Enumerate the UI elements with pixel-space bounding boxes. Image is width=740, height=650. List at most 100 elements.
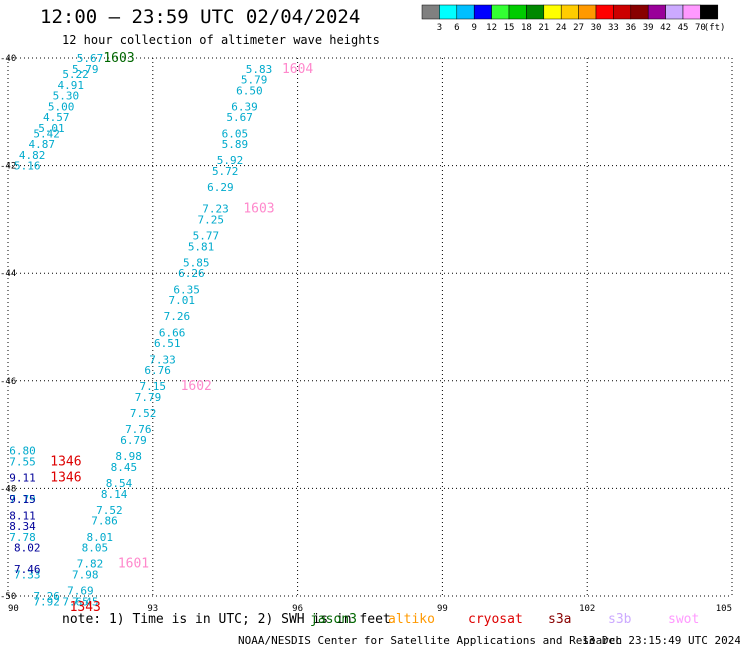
- wave-height-jason3: 8.45: [111, 461, 138, 474]
- wave-height-altiko: 9.15: [9, 493, 36, 506]
- color-scale-unit: (ft): [704, 23, 726, 33]
- pass-label: 1604: [282, 62, 313, 77]
- wave-height-jason3: 5.79: [72, 63, 99, 76]
- wave-height-jason3: 7.45: [72, 595, 99, 608]
- wave-height-jason3: 7.69: [67, 585, 94, 598]
- color-scale-swatch: [526, 4, 545, 20]
- wave-height-jason3: 7.52: [130, 407, 157, 420]
- wave-height-jason3: 6.05: [222, 127, 249, 140]
- y-tick-label: -50: [0, 592, 16, 602]
- color-scale-label: 27: [573, 23, 584, 33]
- color-scale-label: 42: [660, 23, 671, 33]
- wave-height-jason3: 6.26: [178, 267, 205, 280]
- legend-swot: swot: [668, 612, 700, 627]
- wave-height-jason3: 6.50: [236, 84, 263, 97]
- color-scale-swatch: [456, 4, 475, 20]
- y-tick-label: -46: [0, 377, 16, 387]
- y-tick-label: -44: [0, 269, 16, 279]
- wave-height-jason3: 7.25: [197, 213, 224, 226]
- pass-label: 1602: [181, 379, 212, 394]
- wave-height-jason3: 5.16: [14, 160, 41, 173]
- color-scale-swatch: [578, 4, 597, 20]
- color-scale-label: 12: [486, 23, 497, 33]
- pass-label: 1601: [118, 557, 149, 572]
- wave-height-jason3: 6.51: [154, 337, 181, 350]
- wave-height-jason3: 6.66: [159, 326, 186, 339]
- wave-height-jason3: 5.00: [48, 100, 75, 113]
- color-scale-label: 6: [454, 23, 459, 33]
- wave-height-jason3: 7.26: [164, 310, 191, 323]
- color-scale-swatch: [613, 4, 632, 20]
- wave-height-jason3: 5.72: [212, 165, 239, 178]
- y-tick-label: -42: [0, 162, 16, 172]
- color-scale-swatch: [630, 4, 649, 20]
- wave-height-jason3: 4.82: [19, 149, 46, 162]
- legend-s3b: s3b: [608, 612, 632, 627]
- wave-height-jason3: 8.05: [82, 542, 109, 555]
- color-scale-label: 30: [591, 23, 602, 33]
- wave-height-jason3: 7.33: [14, 568, 41, 581]
- x-tick-label: 99: [437, 604, 448, 614]
- wave-height-jason3: 7.15: [140, 380, 167, 393]
- pass-label: 1343: [70, 600, 101, 615]
- wave-height-jason3: 5.67: [226, 111, 253, 124]
- wave-height-jason3: 8.98: [115, 450, 142, 463]
- wave-height-jason3: 7.98: [72, 568, 99, 581]
- wave-height-jason3: 7.86: [91, 515, 118, 528]
- color-scale-swatch: [647, 4, 666, 20]
- color-scale-label: 39: [643, 23, 654, 33]
- x-tick-label: 102: [579, 604, 595, 614]
- wave-height-jason3: 8.14: [101, 488, 128, 501]
- color-scale-swatch: [543, 4, 562, 20]
- color-scale-swatch: [560, 4, 579, 20]
- wave-height-jason3: 4.91: [57, 79, 84, 92]
- wave-height-jason3: 7.55: [9, 456, 36, 469]
- x-tick-label: 93: [147, 604, 158, 614]
- color-scale-label: 21: [538, 23, 549, 33]
- wave-height-jason3: 6.39: [231, 100, 258, 113]
- color-scale-label: 9: [471, 23, 476, 33]
- legend-jason3: jason3: [310, 612, 357, 627]
- wave-height-jason3: 4.57: [43, 111, 70, 124]
- x-tick-label: 105: [716, 604, 732, 614]
- wave-height-jason3: 7.33: [149, 353, 176, 366]
- wave-height-altiko: 9.11: [9, 472, 36, 485]
- wave-height-jason3: 8.01: [86, 531, 113, 544]
- wave-height-jason3: 7.65: [62, 595, 89, 608]
- pass-label: 1603: [103, 51, 134, 66]
- wave-height-jason3: 5.79: [241, 74, 268, 87]
- wave-height-jason3: 6.79: [120, 434, 147, 447]
- wave-height-jason3: 5.22: [62, 68, 89, 81]
- color-scale-swatch: [700, 4, 719, 20]
- wave-height-jason3: 5.77: [193, 230, 220, 243]
- wave-height-jason3: 5.67: [77, 52, 104, 65]
- wave-height-altiko: 8.02: [14, 542, 41, 555]
- wave-height-jason3: 6.76: [144, 364, 171, 377]
- wave-height-jason3: 5.83: [246, 63, 273, 76]
- wave-height-jason3: 6.29: [207, 181, 234, 194]
- color-scale-swatch: [439, 4, 458, 20]
- wave-height-jason3: 6.35: [173, 283, 200, 296]
- legend-s3a: s3a: [548, 612, 572, 627]
- color-scale-label: 18: [521, 23, 532, 33]
- color-scale-swatch: [508, 4, 527, 20]
- color-scale-swatch: [421, 4, 440, 20]
- wave-height-altiko: 8.34: [9, 520, 36, 533]
- wave-height-jason3: 5.85: [183, 256, 210, 269]
- wave-height-jason3: 6.80: [9, 445, 36, 458]
- legend-cryosat: cryosat: [468, 612, 523, 627]
- pass-label: 1346: [50, 471, 81, 486]
- timestamp-text: 13 Dec 23:15:49 UTC 2024: [582, 634, 740, 647]
- chart-subtitle: 12 hour collection of altimeter wave hei…: [62, 33, 380, 47]
- wave-height-jason3: 7.76: [125, 423, 152, 436]
- wave-height-altiko: 7.46: [14, 563, 41, 576]
- wave-height-jason3: 5.92: [217, 154, 244, 167]
- y-tick-label: -40: [0, 54, 16, 64]
- y-tick-label: -48: [0, 484, 16, 494]
- wave-height-jason3: 5.42: [33, 127, 60, 140]
- wave-height-jason3: 7.01: [169, 294, 196, 307]
- color-scale-swatch: [491, 4, 510, 20]
- pass-label: 1346: [50, 455, 81, 470]
- color-scale-label: 3: [437, 23, 442, 33]
- wave-height-jason3: 4.87: [29, 138, 56, 151]
